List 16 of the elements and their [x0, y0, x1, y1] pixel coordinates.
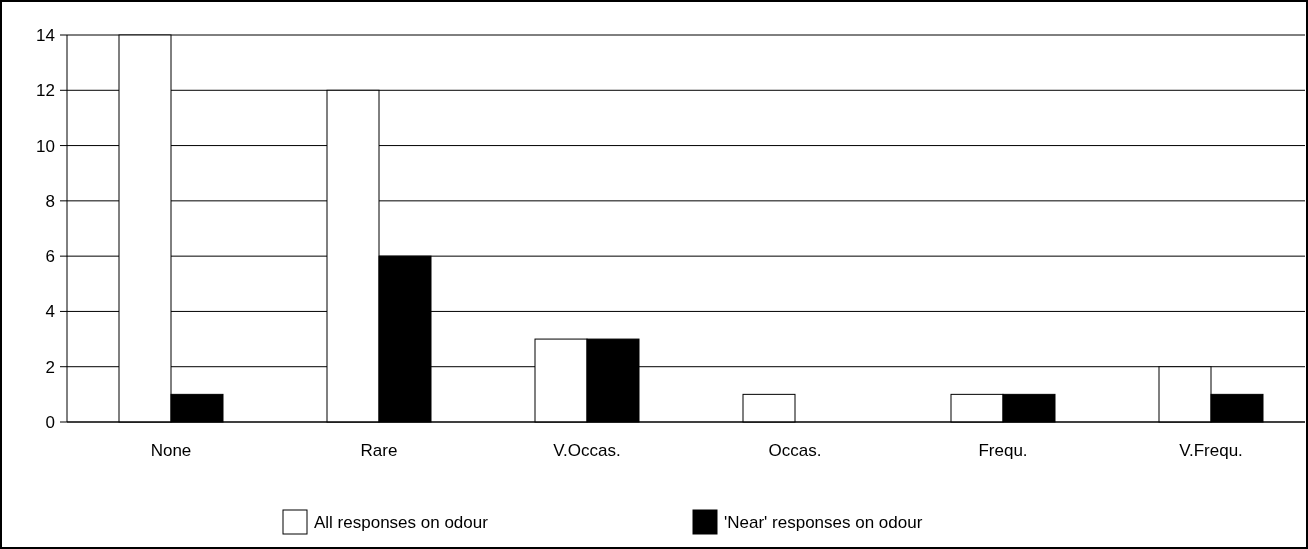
x-tick-label: Rare: [360, 441, 398, 460]
y-tick-label: 0: [45, 412, 55, 432]
x-tick-label: Frequ.: [978, 441, 1028, 460]
x-tick-label: Occas.: [768, 441, 822, 460]
y-tick-label: 6: [45, 247, 55, 267]
x-tick-label: V.Frequ.: [1179, 441, 1243, 460]
x-tick-label: None: [150, 441, 192, 460]
y-tick-label: 10: [36, 136, 55, 156]
y-tick-label: 4: [45, 302, 55, 322]
y-tick-label: 2: [45, 357, 55, 377]
legend-label: 'Near' responses on odour: [724, 512, 923, 532]
x-tick-label: V.Occas.: [553, 441, 621, 460]
y-tick-label: 8: [45, 191, 55, 211]
y-tick-label: 12: [36, 81, 55, 101]
legend-label: All responses on odour: [314, 512, 489, 532]
y-tick-label: 14: [36, 25, 55, 45]
